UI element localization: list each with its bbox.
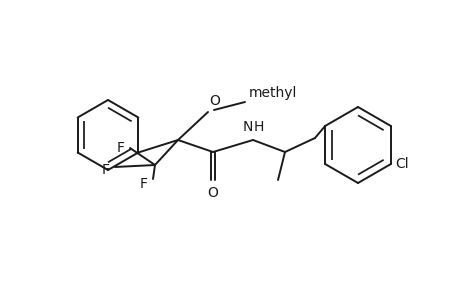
Text: F: F [117, 141, 125, 155]
Text: methyl: methyl [248, 86, 297, 100]
Text: F: F [102, 163, 110, 177]
Text: O: O [207, 186, 218, 200]
Text: H: H [253, 120, 264, 134]
Text: O: O [208, 94, 219, 108]
Text: F: F [140, 177, 148, 191]
Text: Cl: Cl [394, 157, 408, 171]
Text: N: N [242, 120, 252, 134]
